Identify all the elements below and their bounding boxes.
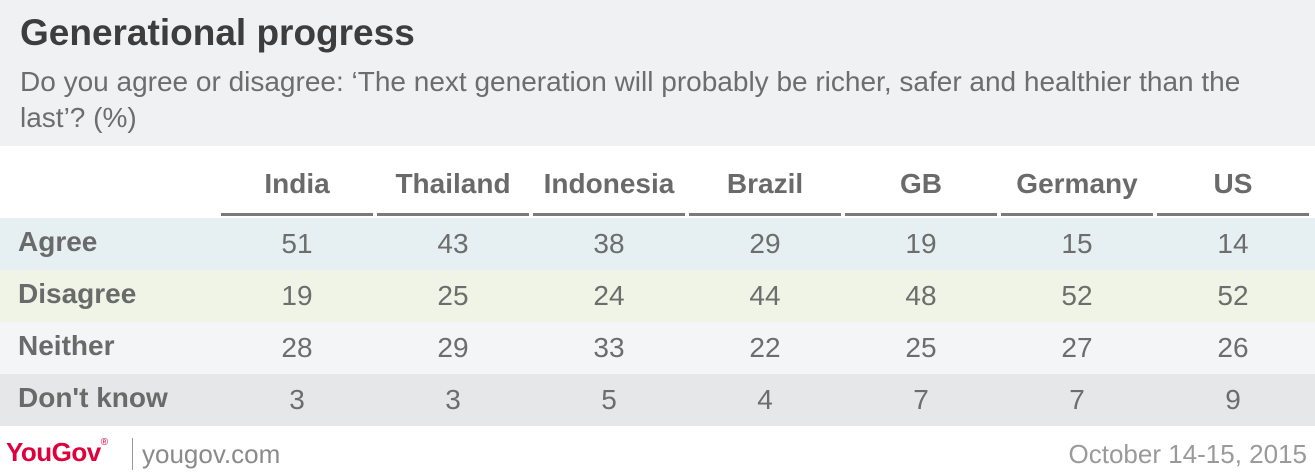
table-cell: 28 <box>281 332 313 363</box>
trademark-mark: ® <box>100 437 108 448</box>
table-cell: 19 <box>905 228 937 259</box>
table-cell: 7 <box>1069 384 1085 415</box>
column-underline <box>377 213 529 216</box>
column-underline <box>1001 213 1153 216</box>
row-label: Don't know <box>18 382 168 413</box>
brand-name: YouGov <box>6 437 101 467</box>
table-cell: 43 <box>437 228 469 259</box>
chart-subtitle: Do you agree or disagree: ‘The next gene… <box>20 66 1241 133</box>
column-header: India <box>264 168 330 199</box>
table-cell: 27 <box>1061 332 1093 363</box>
table-cell: 26 <box>1217 332 1249 363</box>
table-cell: 38 <box>593 228 625 259</box>
table-row: Don't know 3 3 5 4 7 7 9 <box>0 374 1315 426</box>
table-cell: 3 <box>289 384 305 415</box>
column-underline <box>533 213 685 216</box>
table-cell: 44 <box>749 280 781 311</box>
table-cell: 5 <box>601 384 617 415</box>
table-row: Disagree 19 25 24 44 48 52 52 <box>0 270 1315 322</box>
site-link[interactable]: yougov.com <box>142 439 281 469</box>
table-cell: 25 <box>905 332 937 363</box>
column-header: Germany <box>1016 168 1138 199</box>
table-cell: 19 <box>281 280 313 311</box>
column-header: US <box>1213 168 1253 199</box>
column-header: Brazil <box>726 168 804 199</box>
column-underline <box>845 213 997 216</box>
table-cell: 15 <box>1061 228 1093 259</box>
table-cell: 4 <box>757 384 773 415</box>
table-cell: 29 <box>437 332 469 363</box>
table-cell: 24 <box>593 280 625 311</box>
footer-divider <box>132 438 133 470</box>
row-label: Agree <box>18 226 98 257</box>
table-cell: 9 <box>1225 384 1241 415</box>
table-cell: 22 <box>749 332 781 363</box>
table-cell: 29 <box>749 228 781 259</box>
table-row: Neither 28 29 33 22 25 27 26 <box>0 322 1315 374</box>
chart-title: Generational progress <box>20 12 415 53</box>
footer: YouGov® yougov.com October 14-15, 2015 <box>0 428 1315 474</box>
column-header: GB <box>900 168 942 199</box>
table-cell: 14 <box>1217 228 1249 259</box>
column-header: Thailand <box>395 168 511 199</box>
table-cell: 52 <box>1217 280 1249 311</box>
table-cell: 7 <box>913 384 929 415</box>
chart-header: Generational progress Do you agree or di… <box>0 0 1315 146</box>
column-header: Indonesia <box>543 168 675 199</box>
survey-date: October 14-15, 2015 <box>1068 439 1308 469</box>
column-underline <box>1157 213 1309 216</box>
table-cell: 51 <box>281 228 313 259</box>
row-label: Neither <box>18 330 115 361</box>
table-cell: 52 <box>1061 280 1093 311</box>
column-underline <box>221 213 373 216</box>
yougov-logo: YouGov® <box>6 437 108 468</box>
table-cell: 25 <box>437 280 469 311</box>
table-cell: 48 <box>905 280 937 311</box>
row-label: Disagree <box>18 278 137 309</box>
table-row: Agree 51 43 38 29 19 15 14 <box>0 218 1315 270</box>
table-cell: 3 <box>445 384 461 415</box>
column-underline <box>689 213 841 216</box>
table-cell: 33 <box>593 332 625 363</box>
